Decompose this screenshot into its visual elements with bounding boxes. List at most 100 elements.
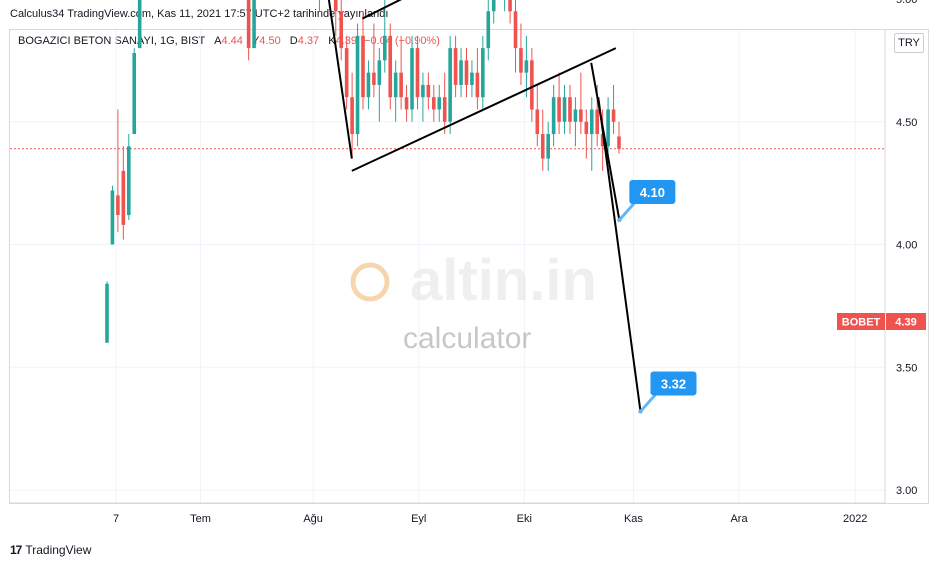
projection-1-line: [590, 62, 621, 221]
candle: [600, 109, 605, 171]
candle-body: [568, 97, 572, 122]
footer: 17 TradingView: [10, 543, 91, 557]
candle-body: [579, 109, 583, 122]
x-tick-label: Tem: [190, 513, 211, 525]
badge-price: 4.39: [895, 317, 916, 329]
candle-body: [475, 72, 480, 98]
candle-body: [442, 97, 447, 122]
candle-body: [126, 146, 131, 216]
flagpole-line: [327, 0, 353, 159]
callout-anchor: [638, 409, 643, 414]
candle-body: [382, 35, 387, 61]
legend-low-label: D: [289, 35, 298, 47]
candle-body: [617, 136, 621, 149]
candle: [404, 84, 409, 122]
candle-body: [366, 72, 371, 98]
legend-close-label: K: [328, 35, 336, 47]
candle: [508, 0, 512, 24]
candle-body: [551, 97, 556, 135]
candle: [377, 48, 382, 122]
callout-label: 4.10: [640, 185, 665, 200]
candle: [399, 35, 403, 110]
candle: [475, 48, 480, 110]
watermark-logo-icon: [350, 262, 390, 302]
y-axis: 3.003.504.004.505.005.506.006.50: [896, 0, 917, 497]
candle-body: [116, 195, 120, 216]
callout-box: [629, 179, 676, 204]
watermark-subtitle: calculator: [403, 322, 531, 355]
candle-body: [611, 109, 616, 122]
candle-body: [105, 283, 109, 343]
currency-button[interactable]: TRY: [894, 33, 924, 53]
candle-body: [491, 0, 496, 12]
candle-body: [437, 97, 442, 110]
candle: [382, 0, 387, 73]
candle: [540, 109, 545, 171]
candle-body: [470, 72, 474, 85]
candle-body: [535, 109, 540, 135]
x-tick-label: Kas: [624, 513, 643, 525]
candle: [453, 35, 458, 98]
candle: [246, 0, 251, 61]
x-axis: 7 Tem Ağu Eyl Eki Kas Ara 2022: [113, 513, 868, 525]
y-tick-label: 4.00: [896, 240, 917, 252]
candle: [486, 0, 491, 61]
candle-body: [350, 97, 354, 135]
candle: [333, 0, 338, 36]
callout-anchor: [617, 217, 622, 223]
grid-lines: [10, 30, 886, 504]
candle: [110, 185, 115, 245]
candle: [132, 48, 137, 135]
candle-body: [246, 0, 251, 49]
candle: [415, 35, 420, 110]
candle: [318, 0, 320, 12]
candle-body: [252, 0, 256, 49]
candle-body: [448, 48, 452, 122]
candle: [606, 97, 610, 159]
candle-body: [453, 48, 458, 85]
candle-body: [404, 97, 409, 110]
legend-low-value: 4.37: [297, 35, 320, 47]
x-tick-label: Eki: [517, 513, 532, 525]
drawings: 4.10 3.32: [327, 0, 697, 414]
y-tick-label: 5.00: [896, 0, 917, 6]
candle-body: [508, 0, 512, 12]
candle: [546, 121, 550, 171]
candle: [551, 84, 556, 147]
candle: [470, 60, 474, 98]
footer-brand: TradingView: [25, 543, 92, 557]
candle: [617, 121, 621, 154]
callout-label: 3.32: [661, 376, 686, 391]
candle: [126, 134, 131, 220]
candle-body: [584, 121, 589, 135]
candle-body: [339, 11, 344, 49]
candle-body: [110, 190, 115, 245]
candle-body: [540, 134, 545, 159]
x-tick-label: Ağu: [303, 513, 323, 525]
candle-body: [344, 48, 349, 98]
y-tick-label: 3.50: [896, 362, 917, 374]
candle: [524, 35, 529, 98]
candle-body: [333, 0, 338, 12]
watermark-brand: altin.in: [410, 248, 597, 313]
candle-body: [524, 60, 529, 73]
callout-box: [650, 371, 697, 396]
channel-lower-line: [351, 47, 617, 172]
y-tick-label: 4.50: [896, 117, 917, 129]
candle: [442, 72, 447, 135]
candle: [410, 35, 414, 122]
candle-body: [410, 48, 414, 110]
candle: [573, 97, 578, 147]
callout-pointer: [618, 200, 637, 221]
candle-body: [377, 60, 382, 85]
candle-body: [600, 134, 605, 147]
candle-body: [530, 60, 534, 110]
candle-body: [459, 60, 463, 85]
legend-symbol: BOGAZICI BETON SANAYI, 1G, BIST: [18, 35, 206, 47]
candle: [339, 0, 344, 61]
candle: [116, 109, 120, 233]
candle-body: [486, 11, 491, 49]
candle-body: [415, 48, 420, 98]
candle-body: [132, 53, 137, 135]
